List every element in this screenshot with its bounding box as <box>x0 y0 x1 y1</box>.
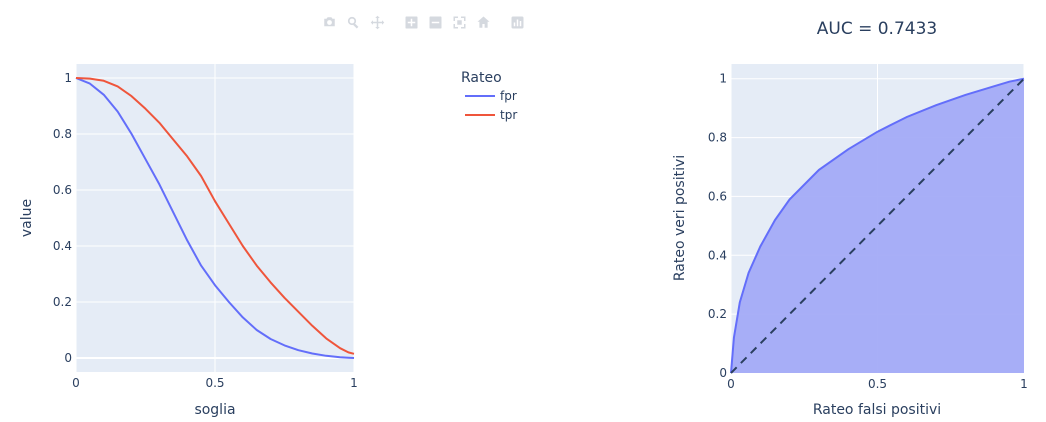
right-y-tick-label: 0.8 <box>708 131 727 145</box>
plotly-logo-icon <box>511 16 523 28</box>
left-y-tick-label: 1 <box>64 71 72 85</box>
left-y-tick-label: 0.2 <box>53 295 72 309</box>
left-x-tick-label: 0 <box>72 376 80 390</box>
right-y-ticks: 0 0.2 0.4 0.6 0.8 1 <box>708 72 727 380</box>
zoom-out-icon <box>429 16 441 28</box>
modebar <box>318 12 528 32</box>
left-x-ticks: 0 0.5 1 <box>72 376 358 390</box>
right-area <box>730 77 1025 374</box>
series-line-tpr[interactable] <box>75 77 355 355</box>
zoom-out-button[interactable] <box>424 12 446 32</box>
left-y-tick-label: 0.4 <box>53 239 72 253</box>
reset-axes-icon <box>477 16 489 28</box>
right-chart-title: AUC = 0.7433 <box>817 19 937 39</box>
right-y-tick-label: 0.2 <box>708 307 727 321</box>
right-x-tick-label: 0 <box>727 377 735 391</box>
legend-label: tpr <box>500 108 517 122</box>
left-y-axis-label: value <box>19 199 35 237</box>
right-y-tick-label: 0.4 <box>708 248 727 262</box>
left-y-ticks: 0 0.2 0.4 0.6 0.8 1 <box>53 71 72 365</box>
legend-label: fpr <box>500 89 517 103</box>
right-x-axis-label: Rateo falsi positivi <box>813 402 941 418</box>
legend-title: Rateo <box>461 70 502 86</box>
left-x-axis-label: soglia <box>194 402 235 418</box>
left-x-tick-label: 1 <box>350 376 358 390</box>
camera-button[interactable] <box>318 12 340 32</box>
left-x-tick-label: 0.5 <box>205 376 224 390</box>
camera-icon <box>323 16 335 26</box>
left-y-tick-label: 0.8 <box>53 127 72 141</box>
right-y-tick-label: 0 <box>719 366 727 380</box>
right-y-axis-label: Rateo veri positivi <box>672 155 688 281</box>
legend-item-tpr[interactable]: tpr <box>465 108 517 122</box>
legend-items[interactable]: fpr tpr <box>465 89 517 122</box>
zoom-button[interactable] <box>342 12 364 32</box>
plotly-logo-button[interactable] <box>506 12 528 32</box>
legend[interactable]: Rateo fpr tpr <box>461 70 517 122</box>
right-y-tick-label: 1 <box>719 72 727 86</box>
zoom-in-button[interactable] <box>400 12 422 32</box>
right-x-tick-label: 0.5 <box>868 377 887 391</box>
right-y-tick-label: 0.6 <box>708 189 727 203</box>
right-plot[interactable]: AUC = 0.7433 00.20.40.60.81 0 0.5 1 Rateo … <box>672 19 1028 418</box>
reset-axes-button[interactable] <box>472 12 494 32</box>
pan-icon <box>370 15 384 29</box>
left-lines <box>75 77 355 359</box>
legend-item-fpr[interactable]: fpr <box>465 89 517 103</box>
right-x-tick-label: 1 <box>1020 377 1028 391</box>
left-y-tick-label: 0 <box>64 351 72 365</box>
roc-curve[interactable] <box>730 77 1025 374</box>
right-x-ticks: 0 0.5 1 <box>727 377 1028 391</box>
zoom-in-icon <box>405 16 417 28</box>
pan-button[interactable] <box>366 12 388 32</box>
zoom-icon <box>347 16 358 29</box>
left-grid <box>75 64 355 372</box>
autoscale-icon <box>453 16 465 28</box>
series-line-fpr[interactable] <box>75 77 355 359</box>
autoscale-button[interactable] <box>448 12 470 32</box>
left-plot[interactable]: 00.20.40.60.81 0 0.5 1 soglia value <box>19 64 358 418</box>
left-y-tick-label: 0.6 <box>53 183 72 197</box>
